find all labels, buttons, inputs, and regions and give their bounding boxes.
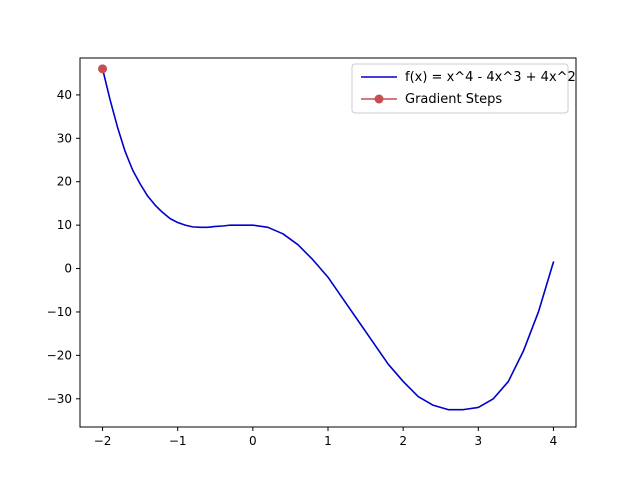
y-tick-label: 30 — [57, 131, 72, 145]
legend-frame — [351, 63, 569, 114]
y-tick-label: −10 — [47, 305, 72, 319]
y-tick-label: 10 — [57, 218, 72, 232]
series-line-0 — [101, 68, 555, 411]
y-tick-label: 0 — [64, 262, 72, 276]
x-axis: −2 −1 0 1 2 3 4 — [94, 427, 558, 448]
x-tick-label: −1 — [169, 434, 187, 448]
y-axis: −30 −20 −10 0 10 20 30 40 — [47, 88, 80, 406]
x-tick-label: 0 — [249, 434, 257, 448]
x-tick-label: 1 — [324, 434, 332, 448]
x-tick-label: 4 — [550, 434, 558, 448]
gradient-step-point — [98, 64, 108, 74]
legend-label-function: f(x) = x^4 - 4x^3 + 4x^2 — [405, 70, 576, 85]
plot-layer — [98, 64, 555, 411]
x-tick-label: 2 — [399, 434, 407, 448]
x-tick-label: 3 — [474, 434, 482, 448]
x-tick-label: −2 — [94, 434, 112, 448]
legend: f(x) = x^4 - 4x^3 + 4x^2 Gradient Steps — [351, 63, 576, 114]
legend-label-steps: Gradient Steps — [405, 92, 502, 107]
y-tick-label: 40 — [57, 88, 72, 102]
y-tick-label: −20 — [47, 348, 72, 362]
legend-marker-steps — [374, 94, 384, 104]
y-tick-label: −30 — [47, 392, 72, 406]
y-tick-label: 20 — [57, 175, 72, 189]
